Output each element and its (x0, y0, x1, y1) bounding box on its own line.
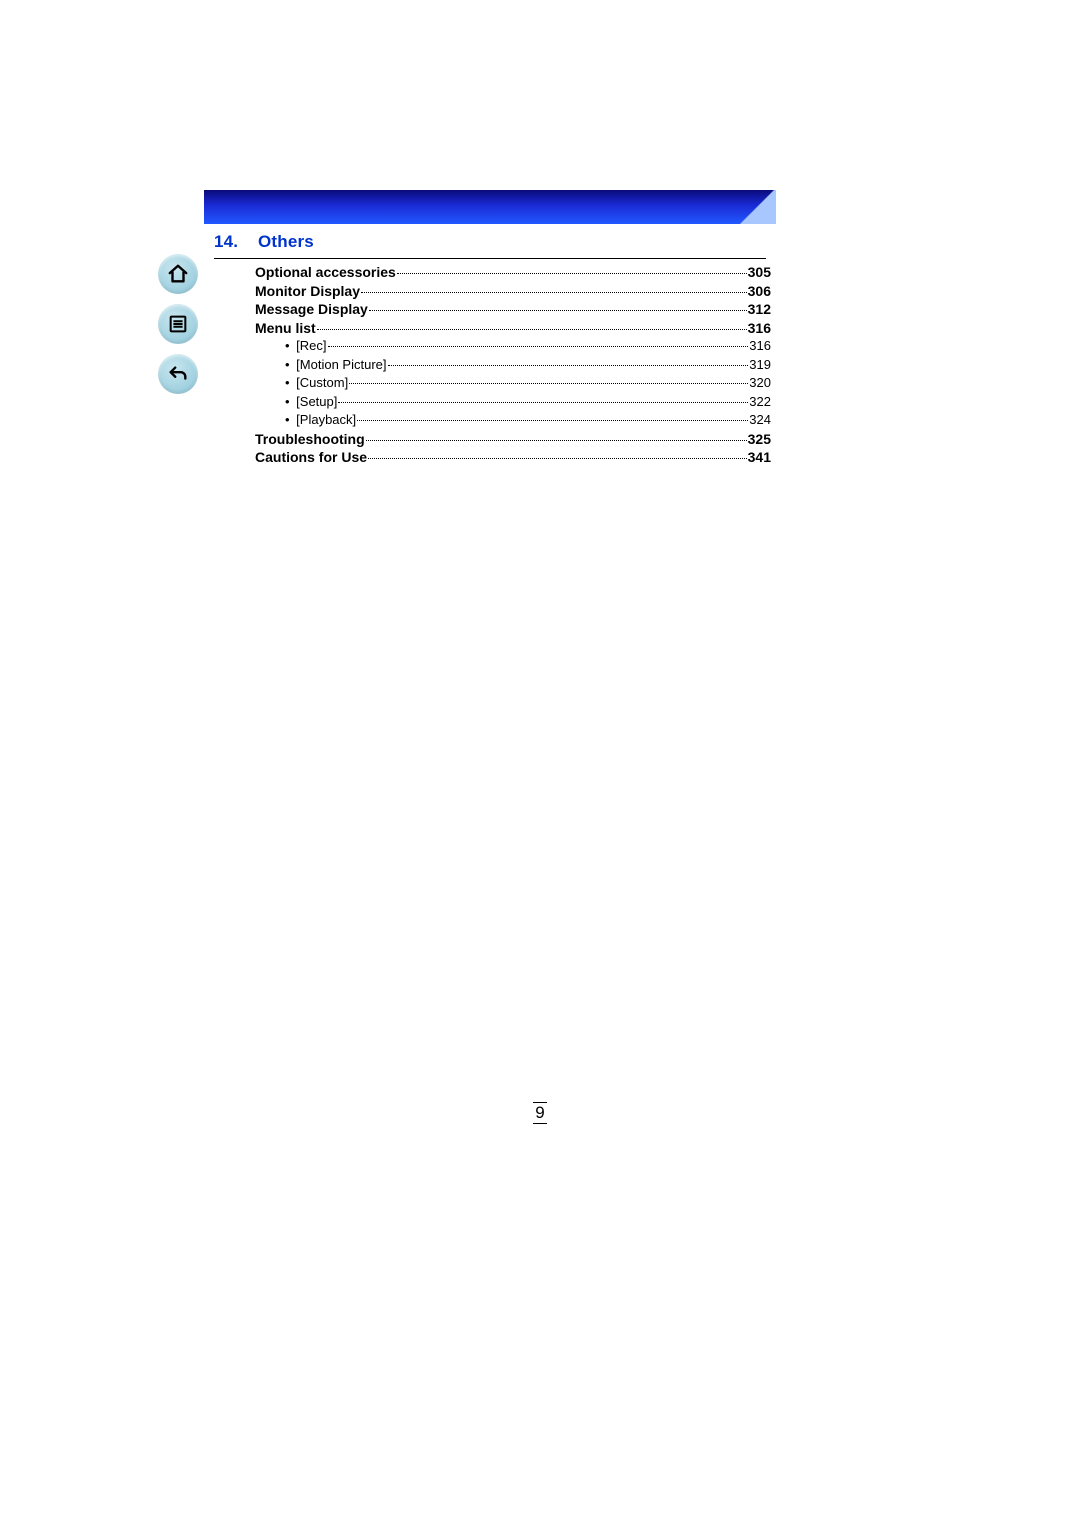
page-number-value: 9 (533, 1102, 546, 1124)
toc-page: 306 (748, 282, 771, 301)
toc-entry[interactable]: • [Setup] 322 (255, 393, 771, 412)
toc-label-text: Message Display (255, 301, 368, 317)
toc-leader (328, 346, 749, 347)
toc-label: Message Display (255, 300, 368, 319)
toc-leader (397, 273, 747, 274)
toc-leader (366, 440, 747, 441)
toc-label: • [Playback] (255, 411, 356, 430)
toc-page: 341 (748, 448, 771, 467)
toc-entry[interactable]: • [Motion Picture] 319 (255, 356, 771, 375)
toc-entry[interactable]: Menu list 316 (255, 319, 771, 338)
banner-corner (738, 190, 776, 224)
toc-label: Cautions for Use (255, 448, 367, 467)
toc-label-text: Menu list (255, 320, 316, 336)
toc-entry[interactable]: • [Rec] 316 (255, 337, 771, 356)
toc-label-text: Optional accessories (255, 264, 396, 280)
toc-entry[interactable]: Monitor Display 306 (255, 282, 771, 301)
toc-label: • [Setup] (255, 393, 337, 412)
toc-leader (369, 310, 747, 311)
toc-entry[interactable]: • [Playback] 324 (255, 411, 771, 430)
section-heading-wrap: 14. Others (214, 232, 766, 259)
bullet-icon: • (285, 357, 293, 372)
toc-label-text: [Playback] (296, 412, 356, 427)
bullet-icon: • (285, 412, 293, 427)
page-number: 9 (0, 1102, 1080, 1124)
toc-label-text: [Setup] (296, 394, 337, 409)
bullet-icon: • (285, 394, 293, 409)
section-number: 14. (214, 232, 238, 251)
toc-page: 312 (748, 300, 771, 319)
toc-leader (368, 458, 747, 459)
home-icon[interactable] (158, 254, 198, 294)
bullet-icon: • (285, 375, 293, 390)
section-heading: 14. Others (214, 232, 766, 259)
toc-page: 320 (749, 374, 771, 393)
toc-page: 325 (748, 430, 771, 449)
toc-entry[interactable]: Optional accessories 305 (255, 263, 771, 282)
toc-entry[interactable]: Message Display 312 (255, 300, 771, 319)
toc-entry[interactable]: Cautions for Use 341 (255, 448, 771, 467)
chapter-banner (204, 190, 776, 224)
toc-page: 324 (749, 411, 771, 430)
toc-leader (349, 383, 748, 384)
toc-label: Troubleshooting (255, 430, 365, 449)
toc-page: 316 (748, 319, 771, 338)
toc-entry[interactable]: Troubleshooting 325 (255, 430, 771, 449)
document-page: 14. Others Optional accessories 305Monit… (0, 0, 1080, 1526)
toc-leader (317, 329, 747, 330)
toc-label: Menu list (255, 319, 316, 338)
bullet-icon: • (285, 338, 293, 353)
toc-label-text: [Rec] (296, 338, 326, 353)
toc-label: • [Motion Picture] (255, 356, 387, 375)
banner-fill (204, 190, 776, 224)
toc-page: 319 (749, 356, 771, 375)
toc-page: 316 (749, 337, 771, 356)
back-icon[interactable] (158, 354, 198, 394)
toc-label: • [Custom] (255, 374, 348, 393)
nav-icon-column (158, 254, 200, 394)
toc-entry[interactable]: • [Custom] 320 (255, 374, 771, 393)
toc-leader (388, 365, 749, 366)
toc-label-text: [Custom] (296, 375, 348, 390)
toc-label: • [Rec] (255, 337, 327, 356)
toc-label-text: Cautions for Use (255, 449, 367, 465)
section-title: Others (258, 232, 314, 251)
toc-leader (338, 402, 748, 403)
toc-label-text: Monitor Display (255, 283, 360, 299)
toc-label-text: [Motion Picture] (296, 357, 386, 372)
toc-leader (361, 292, 747, 293)
toc-page: 322 (749, 393, 771, 412)
contents-icon[interactable] (158, 304, 198, 344)
toc-page: 305 (748, 263, 771, 282)
toc-label-text: Troubleshooting (255, 431, 365, 447)
toc-label: Monitor Display (255, 282, 360, 301)
toc-leader (357, 420, 748, 421)
toc-label: Optional accessories (255, 263, 396, 282)
table-of-contents: Optional accessories 305Monitor Display3… (255, 263, 771, 467)
